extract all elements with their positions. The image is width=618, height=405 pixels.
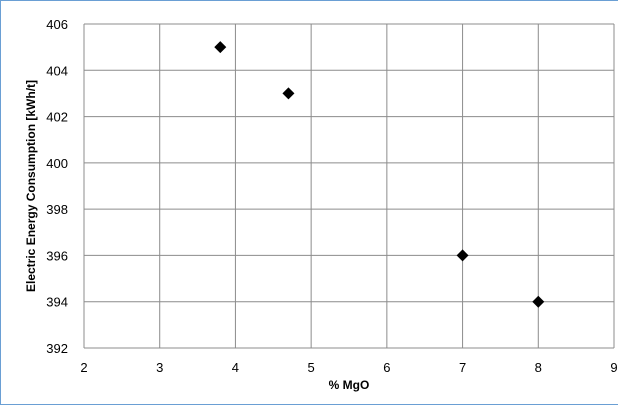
data-point (282, 87, 295, 100)
x-tick-labels: 2 3 4 5 6 7 8 9 (80, 360, 617, 375)
y-tick-label: 406 (46, 17, 68, 32)
y-tick-label: 404 (46, 63, 68, 78)
data-point (214, 41, 227, 54)
x-axis-title: % MgO (329, 378, 370, 392)
data-point (456, 249, 469, 262)
y-tick-label: 392 (46, 341, 68, 356)
data-points (214, 41, 545, 308)
x-tick-label: 7 (459, 360, 466, 375)
y-tick-label: 396 (46, 248, 68, 263)
x-tick-label: 5 (308, 360, 315, 375)
y-tick-label: 394 (46, 295, 68, 310)
x-tick-label: 9 (610, 360, 617, 375)
x-tick-label: 2 (80, 360, 87, 375)
y-tick-label: 400 (46, 156, 68, 171)
data-point (532, 295, 545, 308)
y-tick-label: 398 (46, 202, 68, 217)
y-tick-label: 402 (46, 110, 68, 125)
x-tick-label: 6 (383, 360, 390, 375)
gridlines (83, 23, 615, 349)
x-tick-label: 4 (232, 360, 239, 375)
y-tick-labels: 392 394 396 398 400 402 404 406 (46, 17, 68, 356)
y-axis-title: Electric Energy Consumption [kWh/t] (24, 80, 38, 292)
x-tick-label: 3 (156, 360, 163, 375)
x-tick-label: 8 (535, 360, 542, 375)
